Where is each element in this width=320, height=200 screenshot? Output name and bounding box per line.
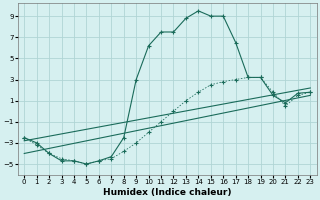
X-axis label: Humidex (Indice chaleur): Humidex (Indice chaleur) <box>103 188 232 197</box>
